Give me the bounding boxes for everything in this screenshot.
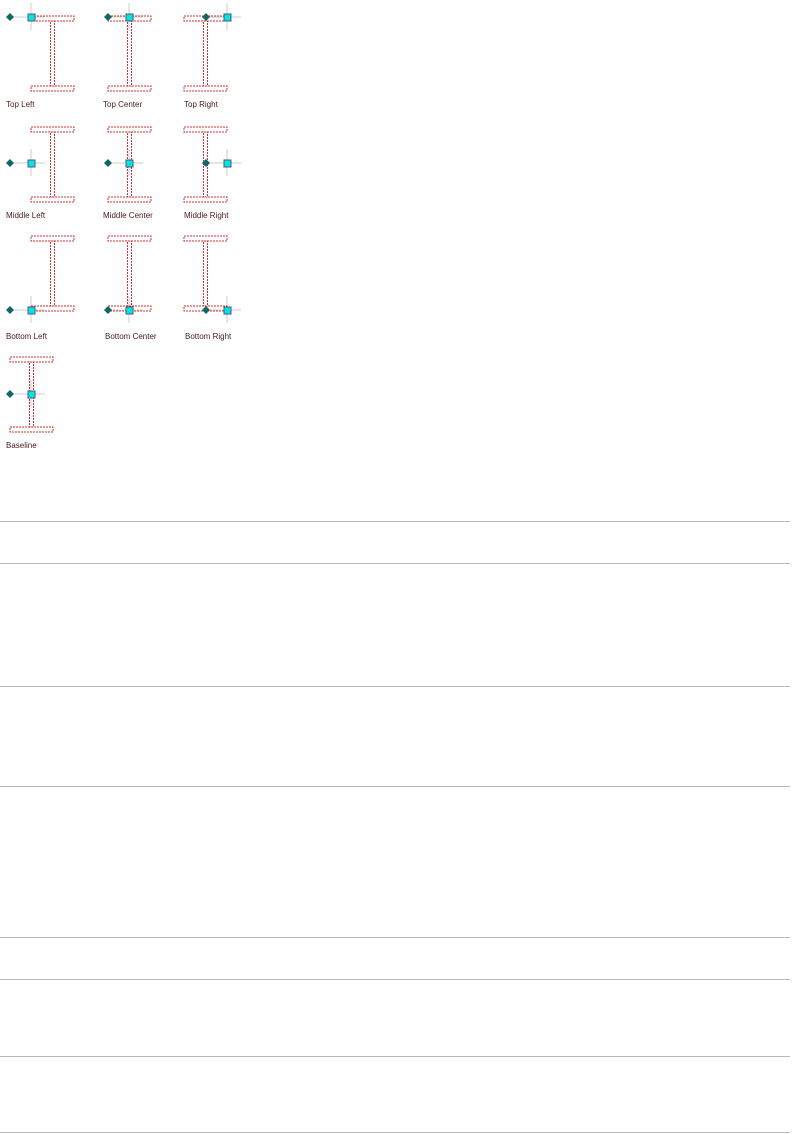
web [50, 240, 55, 307]
justification-point-icon [27, 306, 36, 315]
divider [0, 1132, 790, 1133]
label-middle-center: Middle Center [103, 211, 153, 220]
web [127, 20, 132, 87]
web [203, 20, 208, 87]
diamond-handle-icon [6, 13, 14, 21]
diamond-handle-icon [6, 390, 14, 398]
top-flange [30, 126, 75, 133]
justification-point-icon [125, 306, 134, 315]
label-bottom-left: Bottom Left [6, 332, 47, 341]
diamond-handle-icon [104, 306, 112, 314]
top-flange [107, 235, 152, 242]
bottom-flange [9, 426, 54, 433]
bottom-flange [183, 85, 228, 92]
justification-point-icon [125, 159, 134, 168]
divider [0, 937, 790, 938]
top-flange [183, 126, 228, 133]
justification-point-icon [27, 159, 36, 168]
web [203, 240, 208, 307]
diamond-handle-icon [202, 13, 210, 21]
label-baseline: Baseline [6, 441, 37, 450]
justification-point-icon [223, 159, 232, 168]
label-middle-left: Middle Left [6, 211, 46, 220]
label-middle-right: Middle Right [184, 211, 229, 220]
top-flange [183, 235, 228, 242]
divider [0, 521, 790, 522]
bottom-flange [183, 196, 228, 203]
label-bottom-center: Bottom Center [105, 332, 157, 341]
justification-point-icon [27, 390, 36, 399]
bottom-flange [30, 85, 75, 92]
justification-point-icon [125, 13, 134, 22]
bottom-flange [107, 196, 152, 203]
top-flange [9, 356, 54, 363]
justification-diagrams [6, 3, 241, 433]
top-flange [107, 126, 152, 133]
diamond-handle-icon [104, 13, 112, 21]
diamond-handle-icon [6, 306, 14, 314]
label-top-right: Top Right [184, 100, 218, 109]
label-top-left: Top Left [6, 100, 35, 109]
web [50, 20, 55, 87]
divider [0, 563, 790, 564]
justification-point-icon [223, 13, 232, 22]
justification-point-icon [223, 306, 232, 315]
diamond-handle-icon [6, 159, 14, 167]
label-bottom-right: Bottom Right [185, 332, 232, 341]
divider [0, 686, 790, 687]
web [50, 131, 55, 198]
bottom-flange [107, 85, 152, 92]
diamond-handle-icon [104, 159, 112, 167]
diamond-handle-icon [202, 306, 210, 314]
divider [0, 979, 790, 980]
divider [0, 1056, 790, 1057]
divider [0, 786, 790, 787]
justification-point-icon [27, 13, 36, 22]
diamond-handle-icon [202, 159, 210, 167]
top-flange [30, 235, 75, 242]
label-top-center: Top Center [103, 100, 143, 109]
bottom-flange [30, 196, 75, 203]
